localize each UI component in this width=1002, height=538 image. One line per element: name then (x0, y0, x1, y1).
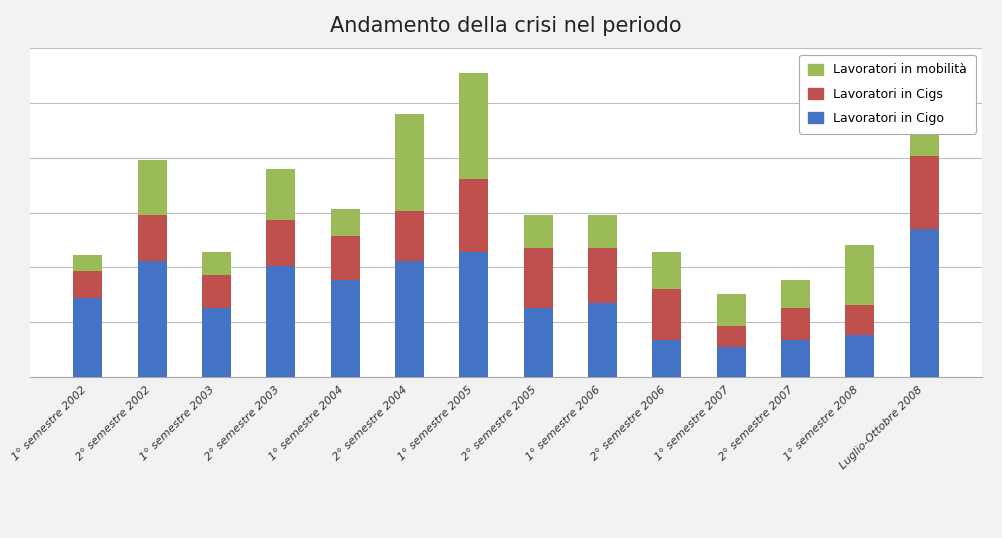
Bar (331, 209, 360, 236)
Bar (782, 340, 810, 377)
Bar (395, 114, 424, 211)
Bar (137, 160, 166, 215)
Bar (588, 303, 617, 377)
Bar (202, 308, 230, 377)
Bar (782, 280, 810, 308)
Bar (910, 155, 939, 229)
Bar (267, 266, 296, 377)
Bar (137, 215, 166, 261)
Bar (846, 305, 875, 335)
Bar (846, 245, 875, 305)
Bar (716, 326, 745, 346)
Bar (846, 335, 875, 377)
Bar (588, 215, 617, 247)
Bar (137, 261, 166, 377)
Bar (267, 220, 296, 266)
Bar (652, 340, 681, 377)
Legend: Lavoratori in mobilità, Lavoratori in Cigs, Lavoratori in Cigo: Lavoratori in mobilità, Lavoratori in Ci… (800, 55, 976, 133)
Bar (524, 215, 553, 247)
Bar (395, 211, 424, 261)
Bar (782, 308, 810, 340)
Bar (202, 252, 230, 275)
Bar (73, 271, 102, 299)
Bar (652, 252, 681, 289)
Bar (202, 275, 230, 308)
Bar (524, 308, 553, 377)
Bar (73, 299, 102, 377)
Bar (524, 247, 553, 308)
Bar (459, 73, 488, 179)
Bar (716, 294, 745, 326)
Bar (459, 252, 488, 377)
Bar (73, 254, 102, 271)
Bar (459, 179, 488, 252)
Bar (910, 229, 939, 377)
Bar (716, 346, 745, 377)
Bar (267, 169, 296, 220)
Bar (588, 247, 617, 303)
Bar (331, 236, 360, 280)
Bar (331, 280, 360, 377)
Title: Andamento della crisi nel periodo: Andamento della crisi nel periodo (331, 16, 681, 36)
Bar (652, 289, 681, 340)
Bar (395, 261, 424, 377)
Bar (910, 101, 939, 155)
